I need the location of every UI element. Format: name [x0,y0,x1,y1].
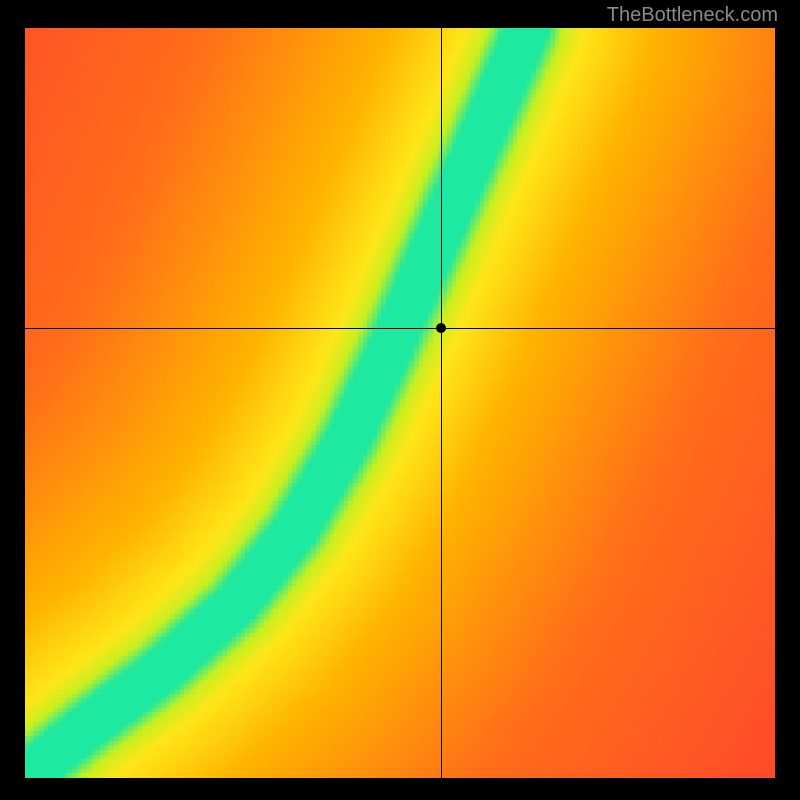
heatmap-canvas [25,28,775,778]
crosshair-vertical [441,28,442,778]
watermark-text: TheBottleneck.com [607,4,778,27]
crosshair-horizontal [25,328,775,329]
plot-area [25,28,775,778]
crosshair-marker [436,323,446,333]
chart-root: TheBottleneck.com [0,0,800,800]
